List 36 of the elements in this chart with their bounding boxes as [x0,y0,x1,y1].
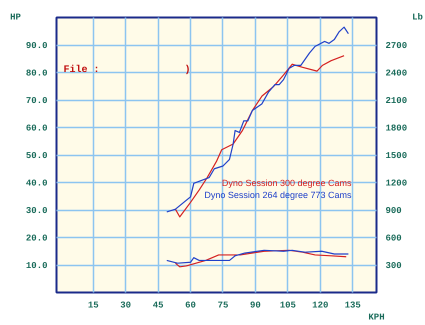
y-tick-label: 70.0 [26,96,48,106]
series-label: Dyno Session 264 degree 773 Cams [204,190,352,200]
y-tick-label: 50.0 [26,151,48,161]
y2-tick-label: 2400 [386,68,408,78]
y-tick-label: 30.0 [26,206,48,216]
annotation: ) [184,64,191,76]
y2-tick-label: 600 [386,234,402,244]
y-tick-label: 90.0 [26,41,48,51]
y2-tick-label: 1200 [386,178,408,188]
x-tick-label: 75 [218,300,228,310]
line-series [174,250,347,268]
x-tick-label: 105 [280,300,296,310]
line-series [166,250,349,264]
y2-tick-label: 2700 [386,41,408,51]
x-tick-label: 15 [88,300,99,310]
y2-tick-label: 900 [386,206,402,216]
x-axis-title: KPH [368,312,385,322]
x-tick-label: 30 [120,300,132,310]
y-tick-label: 40.0 [26,178,48,188]
y-tick-label: 60.0 [26,124,48,134]
y2-tick-label: 1500 [386,151,408,161]
series-label: Dyno Session 300 degree Cams [222,178,352,188]
x-tick-label: 135 [344,300,361,310]
y2-axis-title: Lb [412,12,423,22]
y-tick-label: 20.0 [26,234,48,244]
y2-tick-label: 1800 [386,124,408,134]
y2-tick-label: 2100 [386,96,408,106]
x-tick-label: 120 [312,300,328,310]
y-tick-label: 80.0 [26,68,48,78]
y-tick-label: 10.0 [26,261,48,271]
x-tick-label: 90 [250,300,261,310]
x-tick-label: 60 [185,300,196,310]
annotation: File : [64,64,100,76]
y-axis-title: HP [10,12,22,22]
y2-tick-label: 300 [386,261,402,271]
x-tick-label: 45 [152,300,164,310]
